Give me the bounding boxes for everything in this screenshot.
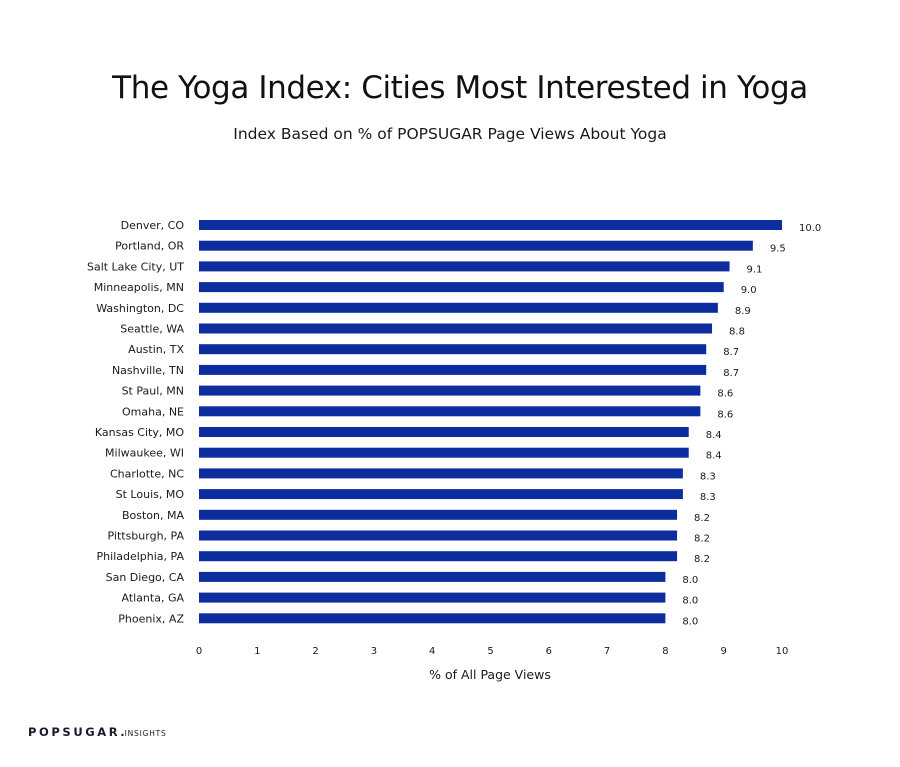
value-label: 9.5 xyxy=(770,244,786,255)
chart-title: The Yoga Index: Cities Most Interested i… xyxy=(112,70,808,106)
bar xyxy=(199,447,689,458)
bar xyxy=(199,489,683,500)
bar xyxy=(199,261,730,272)
category-label: Denver, CO xyxy=(121,219,185,232)
value-label: 8.3 xyxy=(700,471,716,482)
value-label: 8.2 xyxy=(694,513,710,524)
value-label: 9.1 xyxy=(747,264,763,275)
value-label: 8.7 xyxy=(723,368,739,379)
category-label: Kansas City, MO xyxy=(95,426,184,439)
value-label: 8.9 xyxy=(735,306,751,317)
bar xyxy=(199,385,701,396)
value-label: 8.4 xyxy=(706,430,722,441)
bar xyxy=(199,551,678,562)
bar xyxy=(199,220,782,230)
value-label: 8.6 xyxy=(717,389,733,400)
popsugar-insights-logo: POPSUGAR.INSIGHTS xyxy=(28,721,167,740)
value-label: 9.0 xyxy=(741,285,757,296)
value-label: 8.7 xyxy=(723,347,739,358)
category-label: Nashville, TN xyxy=(112,364,184,377)
category-label: Austin, TX xyxy=(128,343,184,356)
bar xyxy=(199,302,718,313)
chart-subtitle: Index Based on % of POPSUGAR Page Views … xyxy=(233,125,667,143)
brand-suffix: INSIGHTS xyxy=(124,729,167,738)
bar xyxy=(199,364,707,375)
category-label: Philadelphia, PA xyxy=(97,550,185,563)
bar xyxy=(199,427,689,437)
category-label: San Diego, CA xyxy=(106,571,185,584)
category-label: Atlanta, GA xyxy=(121,592,184,605)
x-tick-label: 4 xyxy=(429,646,435,657)
value-label: 8.0 xyxy=(682,616,698,627)
category-label: Washington, DC xyxy=(96,302,184,315)
bar xyxy=(199,282,724,293)
bar xyxy=(199,571,666,582)
x-tick-label: 9 xyxy=(721,646,727,657)
x-tick-label: 8 xyxy=(662,646,668,657)
value-label: 8.6 xyxy=(717,409,733,420)
x-tick-label: 5 xyxy=(487,646,493,657)
bar xyxy=(199,323,713,334)
category-label: St Louis, MO xyxy=(116,488,185,501)
category-label: Charlotte, NC xyxy=(110,467,184,480)
category-label: Boston, MA xyxy=(122,509,185,522)
brand-dot: . xyxy=(120,725,125,739)
category-label: Seattle, WA xyxy=(120,323,184,336)
x-tick-label: 3 xyxy=(371,646,377,657)
value-label: 8.2 xyxy=(694,534,710,545)
value-label: 8.8 xyxy=(729,327,745,338)
x-tick-label: 1 xyxy=(254,646,260,657)
category-label: Salt Lake City, UT xyxy=(87,260,184,273)
bar xyxy=(199,509,678,520)
x-axis-label: % of All Page Views xyxy=(429,667,551,682)
x-tick-label: 10 xyxy=(776,646,789,657)
bar xyxy=(199,406,701,417)
x-tick-label: 7 xyxy=(604,646,610,657)
category-label: Omaha, NE xyxy=(122,405,184,418)
x-tick-label: 0 xyxy=(196,646,202,657)
value-label: 8.0 xyxy=(682,575,698,586)
brand-name: POPSUGAR xyxy=(28,725,121,739)
bar xyxy=(199,240,753,251)
bar xyxy=(199,468,683,479)
bar xyxy=(199,530,678,541)
value-label: 8.3 xyxy=(700,492,716,503)
bar xyxy=(199,592,666,603)
value-label: 8.0 xyxy=(682,596,698,607)
category-label: Milwaukee, WI xyxy=(105,447,184,460)
category-label: St Paul, MN xyxy=(122,385,184,398)
x-tick-label: 2 xyxy=(312,646,318,657)
category-label: Minneapolis, MN xyxy=(94,281,184,294)
bar xyxy=(199,613,666,624)
bar xyxy=(199,344,707,355)
value-label: 8.4 xyxy=(706,451,722,462)
category-label: Pittsburgh, PA xyxy=(108,530,185,543)
category-label: Phoenix, AZ xyxy=(118,612,184,625)
x-tick-label: 6 xyxy=(546,646,552,657)
category-label: Portland, OR xyxy=(115,240,184,253)
value-label: 10.0 xyxy=(799,223,821,234)
value-label: 8.2 xyxy=(694,554,710,565)
